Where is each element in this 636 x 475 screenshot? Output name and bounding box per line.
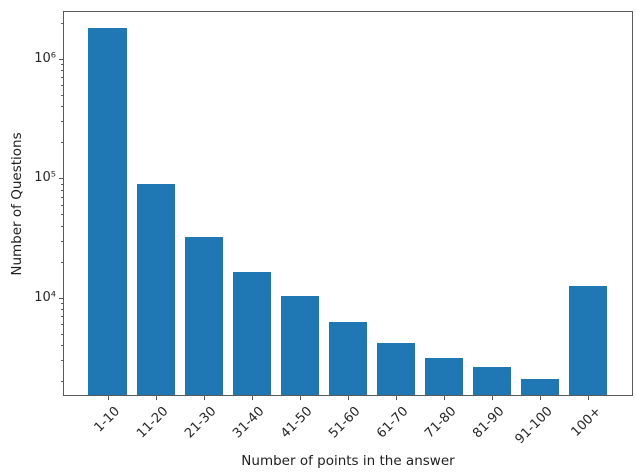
x-tick [251,396,253,400]
x-tick-label: 91-100 [512,404,556,448]
x-tick-label: 61-70 [374,404,412,442]
y-major-tick [59,58,63,60]
x-tick [588,396,590,400]
bar-21-30 [184,237,223,395]
y-tick-label: 10⁶ [34,50,56,66]
y-minor-tick [61,324,63,326]
y-minor-tick [61,381,63,383]
y-major-tick [59,297,63,299]
x-tick [299,396,301,400]
y-minor-tick [61,94,63,96]
x-tick-label: 21-30 [182,404,220,442]
bar-81-90 [472,367,512,395]
y-minor-tick [61,303,63,304]
x-axis-label: Number of points in the answer [241,453,455,469]
bar-1-10 [88,28,127,395]
x-tick [348,396,349,400]
y-minor-tick [61,309,63,311]
bar-100plus [569,285,608,395]
bar-71-80 [424,358,464,395]
x-tick-label: 100+ [568,404,604,440]
y-minor-tick [61,142,63,144]
y-axis-label: Number of Questions [9,132,25,276]
x-tick [155,396,157,400]
y-minor-tick [61,360,63,361]
bar-61-70 [376,342,416,395]
x-tick-label: 1-10 [91,404,124,436]
y-minor-tick [61,70,63,72]
y-minor-tick [61,22,63,24]
x-tick-label: 31-40 [230,404,268,442]
y-minor-tick [61,196,63,198]
y-minor-tick [61,85,63,87]
y-minor-tick [61,121,63,122]
x-tick-label: 71-80 [422,404,460,442]
bar-31-40 [232,271,272,395]
x-tick-label: 51-60 [326,404,364,442]
y-minor-tick [61,333,63,335]
x-tick-label: 11-20 [134,404,172,442]
y-major-tick [59,178,63,179]
x-tick [492,396,494,400]
y-minor-tick [61,316,63,318]
y-minor-tick [61,189,63,191]
x-tick [540,396,542,400]
plot-area [63,11,633,396]
y-minor-tick [61,225,63,227]
bar-91-100 [521,378,560,395]
x-tick [396,396,398,400]
y-tick-label: 10⁵ [34,170,56,185]
bar-11-20 [136,183,175,395]
x-tick [107,396,109,400]
y-minor-tick [61,214,63,215]
y-minor-tick [61,240,63,242]
bar-41-50 [280,296,320,395]
bar-51-60 [328,322,368,395]
y-minor-tick [61,64,63,65]
x-tick [203,396,205,400]
y-minor-tick [61,77,63,79]
y-minor-tick [61,106,63,108]
y-minor-tick [61,204,63,206]
y-minor-tick [61,345,63,347]
y-tick-label: 10⁴ [34,289,56,305]
y-minor-tick [61,183,63,185]
x-tick-label: 81-90 [470,404,508,442]
x-tick [444,396,446,400]
x-tick-label: 41-50 [278,404,316,442]
y-minor-tick [61,261,63,263]
